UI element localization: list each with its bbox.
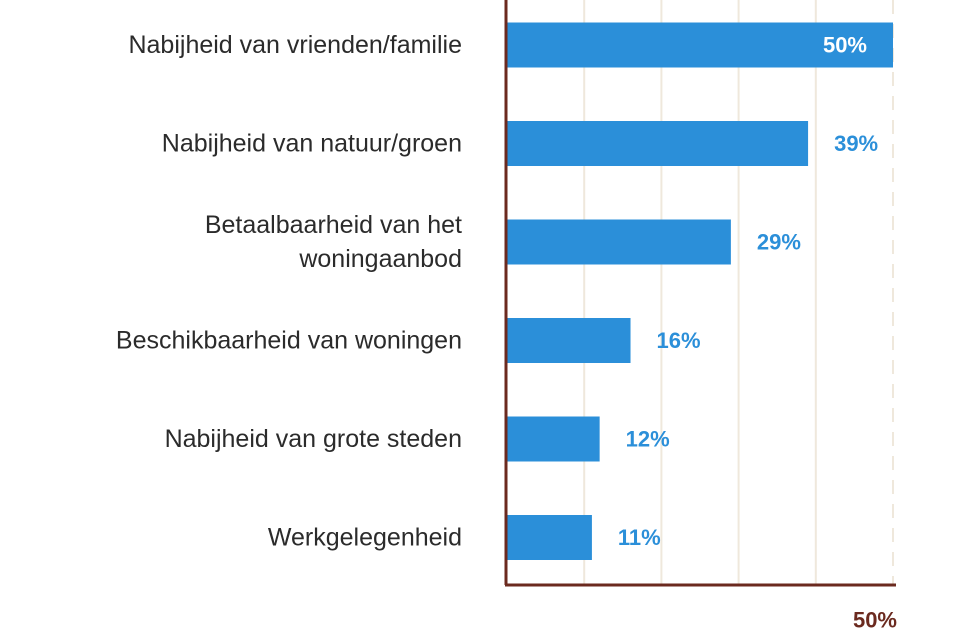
bars: [507, 22, 893, 560]
x-axis-max-label: 50%: [853, 608, 897, 633]
category-label: Nabijheid van natuur/groen: [162, 130, 462, 158]
category-label: Betaalbaarheid van het woningaanbod: [205, 211, 462, 273]
category-label-line: Werkgelegenheid: [268, 524, 462, 552]
category-label-line: Nabijheid van vrienden/familie: [128, 31, 462, 59]
category-label-line: Nabijheid van natuur/groen: [162, 130, 462, 158]
value-label: 12%: [626, 427, 670, 452]
axes: 50%: [504, 0, 897, 633]
value-label: 39%: [834, 131, 878, 156]
value-label: 29%: [757, 230, 801, 255]
gridlines: [583, 0, 894, 585]
category-label-line: Beschikbaarheid van woningen: [116, 327, 462, 355]
value-label: 16%: [657, 328, 701, 353]
bar-3: [507, 318, 631, 363]
category-label-line: Betaalbaarheid van het: [205, 211, 462, 239]
value-labels: 50% 39% 29% 16% 12% 11%: [618, 33, 878, 551]
bar-5: [507, 515, 592, 560]
category-label: Beschikbaarheid van woningen: [116, 327, 462, 355]
category-label: Nabijheid van vrienden/familie: [128, 31, 462, 59]
category-label-line: woningaanbod: [298, 245, 462, 273]
bar-0: [507, 22, 893, 68]
value-label: 11%: [618, 525, 661, 550]
category-label-line: Nabijheid van grote steden: [165, 425, 462, 453]
category-labels: Nabijheid van vrienden/familie Nabijheid …: [116, 31, 462, 552]
bar-2: [507, 219, 731, 265]
category-label: Werkgelegenheid: [268, 524, 462, 552]
bar-4: [507, 416, 600, 462]
value-label: 50%: [823, 33, 867, 58]
category-label: Nabijheid van grote steden: [165, 425, 462, 453]
bar-1: [507, 121, 809, 166]
